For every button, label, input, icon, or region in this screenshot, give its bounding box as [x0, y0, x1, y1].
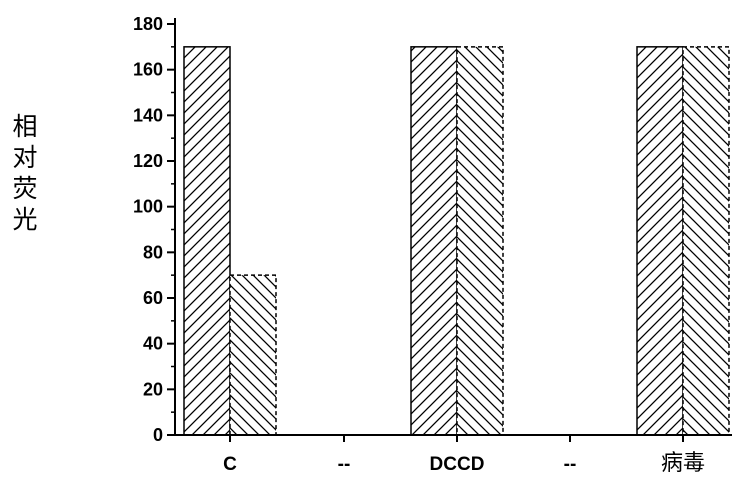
y-tick-label: 80	[143, 242, 163, 262]
x-tick-label: 病毒	[661, 450, 705, 475]
bar-series2-0	[229, 274, 277, 436]
y-axis-label-char: 对	[12, 144, 37, 172]
x-tick-label: --	[338, 454, 351, 475]
y-tick-label: 120	[133, 151, 163, 171]
y-axis-label-char: 相	[12, 113, 37, 141]
y-tick-label: 0	[153, 425, 163, 445]
y-tick-label: 40	[143, 334, 163, 354]
x-tick-label: C	[223, 454, 237, 475]
bars-layer	[183, 46, 730, 436]
y-tick-label: 60	[143, 288, 163, 308]
bar-series1-4	[636, 46, 684, 436]
bar-series1-0	[183, 46, 231, 436]
y-tick-label: 140	[133, 105, 163, 125]
y-tick-label: 100	[133, 197, 163, 217]
bar-series2-2	[456, 46, 504, 436]
axis-layer	[167, 18, 732, 442]
y-tick-label: 180	[133, 14, 163, 34]
bar-series1-2	[410, 46, 458, 436]
y-tick-label: 160	[133, 60, 163, 80]
y-axis-label-char: 光	[12, 206, 37, 234]
x-tick-label: DCCD	[430, 454, 485, 475]
y-tick-label: 20	[143, 379, 163, 399]
bar-series2-4	[682, 46, 730, 436]
x-tick-label: --	[564, 454, 577, 475]
y-axis-label-char: 荧	[12, 175, 37, 203]
